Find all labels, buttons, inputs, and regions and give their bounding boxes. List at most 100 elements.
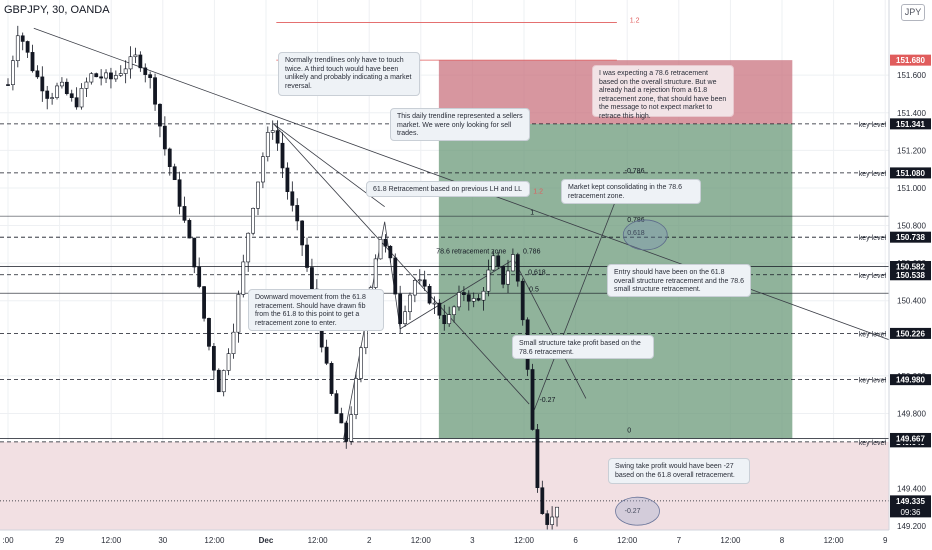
candle-body: [491, 255, 496, 271]
y-tick-label: 151.200: [897, 146, 926, 155]
callout-small-tp: Small structure take profit based on the…: [512, 335, 654, 359]
key-level-note: key level: [859, 171, 887, 178]
fib-label: 0.618: [528, 269, 546, 276]
currency-badge[interactable]: JPY: [901, 4, 925, 21]
candle-body: [270, 130, 275, 133]
candle-body: [280, 142, 285, 169]
candle-body: [236, 294, 241, 333]
candle-body: [55, 85, 59, 98]
x-tick-label: 12:00: [101, 536, 122, 545]
price-marker-label: 149.667: [896, 434, 925, 443]
candle-body: [246, 232, 251, 263]
candle-body: [94, 73, 99, 78]
y-tick-label: 151.000: [897, 184, 926, 193]
candle-body: [354, 378, 358, 415]
candle-body: [383, 238, 388, 247]
y-tick-label: 150.400: [897, 297, 926, 306]
candle-body: [261, 156, 265, 183]
candle-body: [540, 487, 545, 514]
candle-body: [158, 103, 162, 127]
price-marker: [890, 269, 931, 281]
candle-body: [148, 74, 153, 78]
candle-body: [471, 298, 476, 302]
candle-body: [295, 205, 300, 222]
key-level-note: key level: [859, 440, 887, 447]
candle-body: [437, 302, 442, 316]
candle-body: [231, 331, 236, 354]
candle-body: [123, 68, 128, 74]
x-tick-label: 8: [780, 536, 785, 545]
price-marker: [890, 54, 931, 66]
candle-body: [256, 181, 260, 209]
price-marker: [890, 327, 931, 339]
candle-body: [162, 125, 167, 150]
candle-body: [481, 290, 486, 301]
fib-label: 78.6 retracement zone: [436, 249, 506, 256]
candle-body: [172, 166, 177, 181]
fib-label: 1: [530, 209, 534, 216]
candle-body: [50, 97, 55, 99]
candle-body: [300, 220, 305, 246]
candle-body: [545, 513, 550, 525]
candle-body: [211, 346, 216, 371]
candle-body: [251, 208, 256, 234]
candle-body: [45, 90, 50, 99]
candle-body: [359, 347, 363, 379]
candle-body: [530, 369, 535, 430]
callout-entry: Entry should have been on the 61.8 overa…: [607, 264, 751, 297]
price-marker-label: 150.582: [896, 263, 925, 272]
candle-body: [442, 314, 447, 325]
price-marker-label: 151.341: [896, 120, 925, 129]
candle-body: [550, 516, 555, 525]
candle-body: [69, 93, 74, 98]
candle-body: [427, 285, 432, 304]
candle-body: [40, 76, 45, 92]
candle-body: [64, 81, 69, 94]
fib-label: 0.5: [529, 286, 539, 293]
candle-body: [60, 81, 64, 87]
key-level-note: key level: [859, 235, 887, 242]
x-tick-label: 12:00: [204, 536, 225, 545]
x-tick-label: :00: [2, 536, 14, 545]
candle-body: [501, 265, 506, 285]
fib-label: 0: [627, 427, 631, 434]
callout-daily-trendline: This daily trendline represented a selle…: [390, 108, 530, 141]
y-tick-label: 151.400: [897, 109, 926, 118]
candle-body: [113, 75, 118, 80]
price-marker: [890, 374, 931, 386]
candle-body: [344, 422, 349, 442]
price-marker-label: 150.226: [896, 329, 925, 338]
candle-body: [452, 306, 456, 315]
price-marker: [890, 167, 931, 179]
trendline: [533, 197, 618, 410]
price-marker: [890, 495, 931, 518]
candle-body: [417, 279, 422, 282]
candle-body: [99, 76, 104, 79]
candle-body: [221, 370, 226, 393]
price-marker: [890, 118, 931, 130]
key-level-note: key level: [859, 122, 887, 129]
callout-downward: Downward movement from the 61.8 retracem…: [248, 289, 384, 331]
price-marker-label: 150.538: [896, 271, 925, 280]
candle-body: [30, 52, 35, 72]
candle-body: [305, 244, 309, 268]
y-tick-label: 149.800: [897, 409, 926, 418]
candle-body: [329, 363, 334, 394]
callout-consolidation: Market kept consolidating in the 78.6 re…: [561, 179, 701, 204]
candle-body: [447, 314, 452, 325]
x-tick-label: 12:00: [308, 536, 329, 545]
price-marker-label: 151.680: [896, 56, 925, 65]
candle-body: [182, 206, 187, 221]
callout-trendline-note: Normally trendlines only have to touch t…: [278, 52, 420, 96]
candle-body: [202, 286, 206, 319]
x-tick-label: 12:00: [617, 536, 638, 545]
candle-body: [79, 88, 84, 108]
candle-body: [167, 148, 172, 167]
price-marker-label: 150.738: [896, 233, 925, 242]
trendline: [399, 259, 514, 330]
candle-body: [118, 73, 123, 76]
price-marker: [890, 432, 931, 444]
candle-body: [192, 237, 197, 268]
candle-body: [466, 294, 471, 302]
countdown-label: 09:36: [900, 508, 921, 517]
